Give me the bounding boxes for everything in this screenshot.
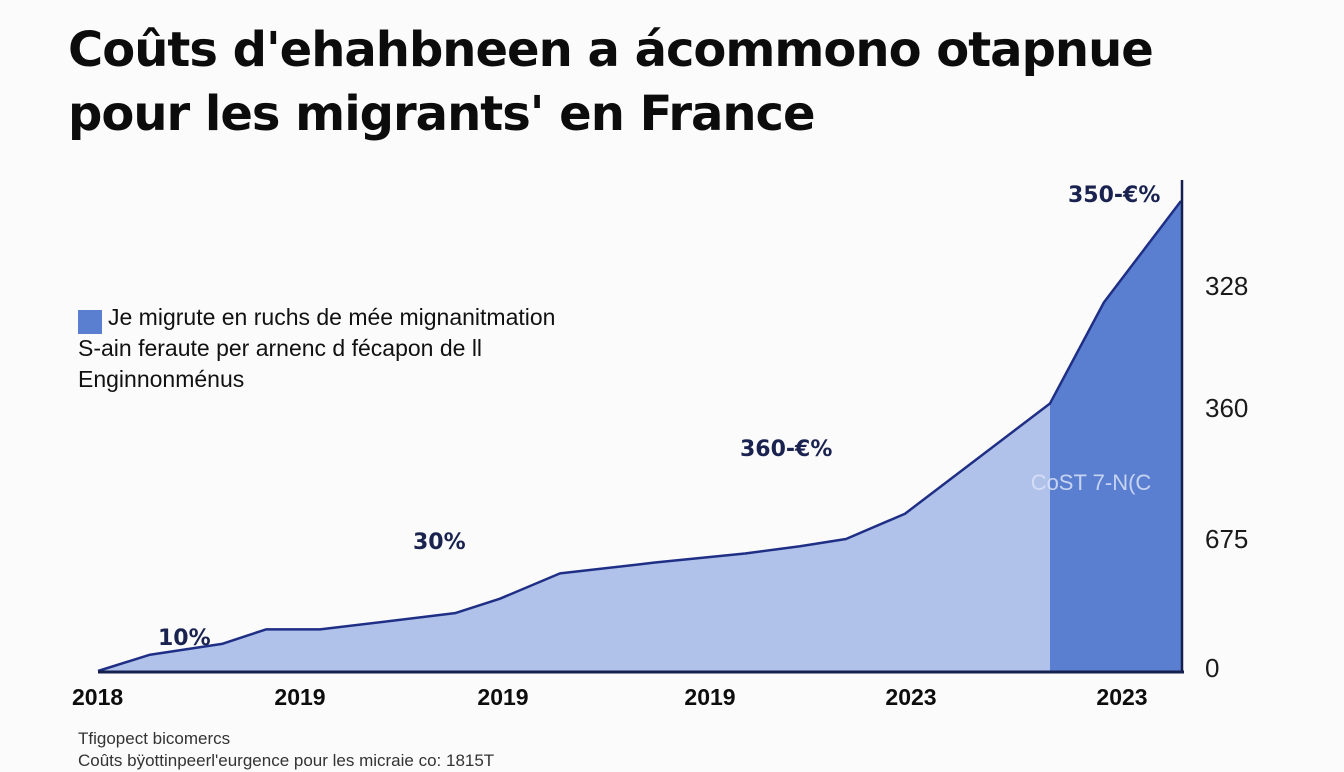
source-line-1: Tfigopect bicomercs	[78, 729, 231, 748]
legend: Je migrute en ruchs de mée mignanitmatio…	[78, 302, 555, 395]
right-axis-label: 675	[1205, 524, 1248, 554]
source-line-2: Coûts bÿottinpeerl'eurgence pour les mic…	[78, 751, 495, 770]
highlight-label: CoST 7-N(C	[1031, 470, 1152, 495]
right-axis-label: 328	[1205, 271, 1248, 301]
x-tick-label: 2018	[72, 684, 123, 710]
data-label: 10%	[158, 626, 211, 651]
x-tick-label: 2019	[274, 684, 325, 710]
chart-title-line-1: Coûts d'ehahbneen a ácommono otapnue	[68, 22, 1154, 78]
legend-line-2: S-ain feraute per arnenc d fécapon de ll	[78, 335, 483, 361]
x-tick-label: 2023	[1096, 684, 1147, 710]
x-tick-label: 2023	[885, 684, 936, 710]
data-label: 350-€%	[1068, 183, 1160, 208]
chart-title-line-2: pour les migrants' en France	[68, 86, 816, 142]
highlight-area	[1050, 201, 1181, 671]
right-axis-label: 360	[1205, 393, 1248, 423]
data-label: 30%	[413, 530, 466, 555]
chart-title: Coûts d'ehahbneen a ácommono otapnue pou…	[68, 18, 1288, 146]
x-tick-label: 2019	[477, 684, 528, 710]
legend-line-3: Enginnonménus	[78, 366, 245, 392]
right-axis-label: 0	[1205, 653, 1219, 683]
data-label: 360-€%	[740, 437, 832, 462]
x-tick-label: 2019	[684, 684, 735, 710]
series-line	[97, 200, 1182, 673]
legend-swatch	[78, 310, 102, 334]
legend-line-1: Je migrute en ruchs de mée mignanitmatio…	[108, 304, 556, 330]
source-note: Tfigopect bicomercs Coûts bÿottinpeerl'e…	[78, 728, 494, 772]
area-fill	[98, 403, 1050, 671]
